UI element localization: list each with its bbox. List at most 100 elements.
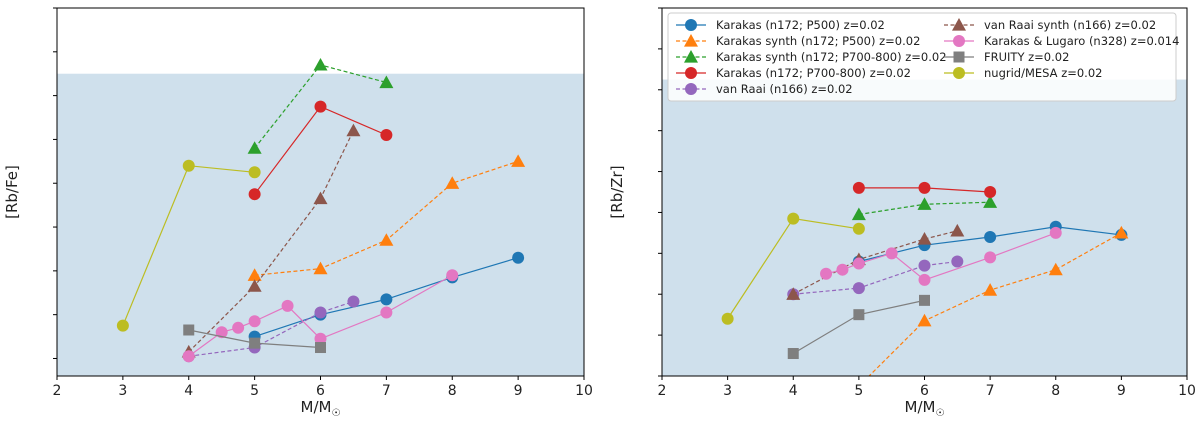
- legend-item: Karakas synth (n172; P700-800) z=0.02: [676, 50, 947, 64]
- series-7: [182, 269, 459, 363]
- data-point: [918, 273, 931, 286]
- data-point: [852, 282, 865, 295]
- data-point: [885, 247, 898, 260]
- data-point: [347, 295, 360, 308]
- legend-item: Karakas synth (n172; P500) z=0.02: [676, 34, 920, 48]
- x-tick-label: 3: [118, 383, 127, 399]
- legend-marker: [953, 67, 965, 79]
- legend-marker: [685, 19, 697, 31]
- data-point: [786, 287, 801, 300]
- data-point: [380, 129, 393, 142]
- x-tick-label: 7: [382, 383, 391, 399]
- data-point: [249, 337, 261, 349]
- data-point: [315, 342, 326, 354]
- data-point: [951, 255, 964, 268]
- series-3: [851, 195, 998, 221]
- y-axis-label: [Rb/Fe]: [3, 165, 21, 219]
- data-point: [346, 123, 361, 137]
- data-point: [281, 299, 294, 312]
- data-point: [984, 251, 997, 264]
- plot-area: [721, 181, 1129, 376]
- x-tick-label: 10: [575, 383, 593, 399]
- legend-item: van Raai synth (n166) z=0.02: [944, 18, 1156, 32]
- series-3: [247, 57, 394, 154]
- data-point: [511, 154, 526, 167]
- data-point: [852, 181, 865, 194]
- x-tick-label: 7: [986, 383, 995, 399]
- data-point: [836, 263, 849, 276]
- x-axis-label-sub: ☉: [331, 408, 340, 419]
- data-point: [313, 57, 328, 71]
- data-point: [1049, 226, 1062, 239]
- x-tick-label: 9: [514, 383, 523, 399]
- x-tick-label: 10: [1178, 383, 1196, 399]
- legend-item: van Raai (n166) z=0.02: [676, 82, 853, 96]
- series-line: [793, 260, 958, 295]
- x-tick-label: 2: [53, 383, 62, 399]
- series-9: [116, 159, 261, 332]
- legend-label: Karakas synth (n172; P700-800) z=0.02: [716, 50, 947, 64]
- data-point: [380, 293, 393, 306]
- legend-label: van Raai (n166) z=0.02: [716, 82, 853, 96]
- legend-marker: [685, 83, 697, 95]
- data-point: [984, 186, 997, 198]
- data-point: [787, 212, 800, 225]
- legend-item: Karakas & Lugaro (n328) z=0.014: [944, 34, 1179, 48]
- x-axis-label-sub: ☉: [935, 408, 944, 419]
- x-tick-label: 8: [1051, 383, 1060, 399]
- data-point: [851, 207, 866, 221]
- legend-item: nugrid/MESA z=0.02: [944, 66, 1102, 80]
- x-axis-label: M/M☉: [301, 398, 341, 419]
- data-point: [314, 332, 327, 345]
- series-line: [792, 230, 958, 295]
- data-point: [248, 188, 261, 201]
- x-tick-label: 5: [854, 383, 863, 399]
- legend-label: Karakas & Lugaro (n328) z=0.014: [984, 34, 1179, 48]
- data-point: [446, 269, 459, 282]
- data-point: [983, 283, 998, 296]
- legend-label: FRUITY z=0.02: [984, 50, 1069, 64]
- legend-label: Karakas synth (n172; P500) z=0.02: [716, 34, 920, 48]
- shaded-region: [57, 73, 584, 376]
- x-tick-label: 6: [316, 383, 325, 399]
- data-point: [918, 259, 931, 272]
- series-7: [820, 226, 1062, 286]
- legend: Karakas (n172; P500) z=0.02 Karakas synth…: [667, 12, 1179, 102]
- x-tick-label: 2: [658, 383, 667, 399]
- data-point: [445, 176, 460, 189]
- data-point: [820, 267, 833, 280]
- data-point: [247, 268, 262, 281]
- legend-label: Karakas (n172; P500) z=0.02: [716, 18, 885, 32]
- series-8: [787, 294, 930, 360]
- data-point: [950, 223, 965, 237]
- legend-label: nugrid/MESA z=0.02: [984, 66, 1102, 80]
- data-point: [247, 279, 262, 292]
- data-point: [232, 321, 245, 334]
- data-point: [314, 100, 327, 113]
- data-point: [984, 230, 997, 243]
- x-tick-label: 5: [250, 383, 259, 399]
- data-point: [852, 222, 865, 235]
- legend-marker: [953, 51, 965, 63]
- data-point: [983, 195, 998, 208]
- legend-box: [667, 12, 1177, 102]
- data-point: [215, 326, 228, 339]
- x-tick-label: 8: [448, 383, 457, 399]
- x-axis-label-main: M/M: [301, 398, 332, 416]
- data-point: [313, 261, 328, 275]
- series-line: [188, 300, 354, 357]
- data-point: [183, 324, 195, 336]
- data-point: [182, 350, 195, 363]
- data-point: [247, 141, 262, 154]
- data-point: [917, 232, 932, 245]
- x-axis-label: M/M☉: [905, 398, 945, 419]
- data-point: [852, 257, 865, 270]
- series-4: [248, 100, 393, 201]
- legend-label: van Raai synth (n166) z=0.02: [984, 18, 1156, 32]
- shaded-region: [662, 79, 1187, 377]
- data-point: [313, 191, 328, 205]
- series-9: [721, 212, 865, 325]
- data-point: [314, 306, 327, 319]
- series-4: [852, 181, 997, 198]
